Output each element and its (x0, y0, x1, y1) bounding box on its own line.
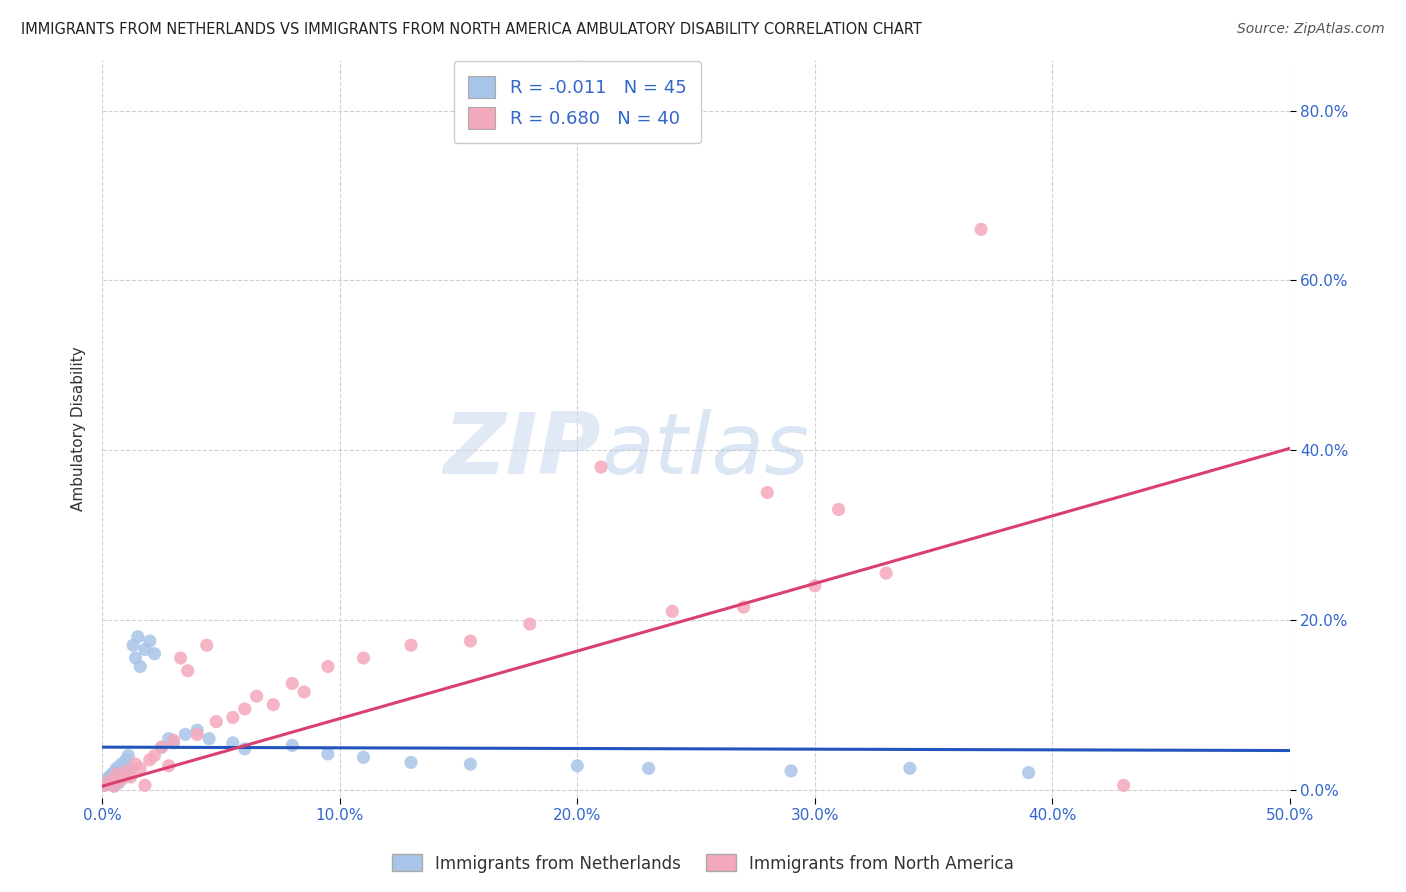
Point (98, 774, 121, 789)
Text: Source: ZipAtlas.com: Source: ZipAtlas.com (1237, 22, 1385, 37)
Point (110, 757, 132, 772)
Point (875, 566, 897, 581)
Text: ZIP: ZIP (443, 409, 600, 492)
Point (110, 769, 132, 783)
Point (150, 740, 173, 755)
Point (105, 761, 128, 775)
Point (138, 634, 160, 648)
Point (661, 604, 683, 618)
Point (157, 731, 180, 746)
Point (103, 765, 125, 780)
Point (93, 778, 115, 792)
Point (233, 741, 256, 756)
Point (127, 630, 149, 644)
Point (103, 779, 125, 793)
Point (162, 736, 184, 750)
Point (222, 736, 245, 750)
Point (129, 761, 152, 775)
Point (519, 617, 541, 632)
Legend: R = -0.011   N = 45, R = 0.680   N = 40: R = -0.011 N = 45, R = 0.680 N = 40 (454, 62, 700, 144)
Y-axis label: Ambulatory Disability: Ambulatory Disability (72, 346, 86, 511)
Point (108, 776, 131, 790)
Point (1018, 765, 1040, 780)
Point (110, 772, 132, 787)
Point (1112, 778, 1135, 792)
Point (898, 761, 921, 775)
Point (134, 642, 156, 657)
Point (150, 740, 173, 755)
Point (98, 770, 121, 784)
Point (733, 600, 755, 615)
Point (122, 638, 145, 652)
Point (567, 759, 589, 773)
Point (205, 714, 228, 729)
Point (780, 764, 803, 778)
Point (134, 778, 156, 792)
Point (460, 757, 482, 772)
Point (827, 502, 849, 516)
Point (115, 764, 138, 778)
Point (105, 767, 128, 781)
Point (756, 485, 779, 500)
Point (120, 770, 142, 784)
Point (120, 761, 142, 775)
Point (281, 676, 304, 690)
Point (157, 759, 180, 773)
Point (177, 664, 200, 678)
Point (117, 748, 139, 763)
Point (399, 756, 422, 770)
Point (195, 638, 218, 652)
Point (138, 753, 160, 767)
Point (246, 690, 269, 704)
Point (100, 767, 122, 781)
Point (589, 460, 612, 475)
Point (186, 723, 208, 738)
Point (93, 778, 115, 792)
Point (112, 767, 135, 781)
Point (292, 685, 315, 699)
Point (353, 651, 375, 665)
Point (100, 774, 122, 789)
Point (98, 777, 121, 791)
Point (233, 702, 256, 716)
Point (186, 727, 208, 741)
Point (105, 772, 128, 787)
Point (637, 761, 659, 775)
Text: IMMIGRANTS FROM NETHERLANDS VS IMMIGRANTS FROM NORTH AMERICA AMBULATORY DISABILI: IMMIGRANTS FROM NETHERLANDS VS IMMIGRANT… (21, 22, 922, 37)
Point (353, 750, 375, 764)
Point (460, 634, 482, 648)
Point (162, 733, 184, 747)
Point (174, 727, 197, 741)
Point (316, 659, 339, 673)
Point (143, 748, 166, 763)
Point (108, 764, 131, 778)
Point (96, 772, 118, 787)
Point (115, 753, 138, 767)
Point (129, 659, 152, 673)
Legend: Immigrants from Netherlands, Immigrants from North America: Immigrants from Netherlands, Immigrants … (385, 847, 1021, 880)
Point (222, 710, 245, 724)
Point (124, 651, 146, 665)
Point (198, 731, 221, 746)
Point (103, 779, 125, 793)
Point (281, 739, 304, 753)
Point (970, 222, 993, 236)
Point (169, 651, 191, 665)
Point (124, 757, 146, 772)
Point (399, 638, 422, 652)
Point (262, 698, 284, 712)
Point (96, 776, 118, 790)
Point (804, 579, 827, 593)
Point (115, 770, 138, 784)
Point (143, 647, 166, 661)
Point (316, 747, 339, 761)
Text: atlas: atlas (600, 409, 808, 492)
